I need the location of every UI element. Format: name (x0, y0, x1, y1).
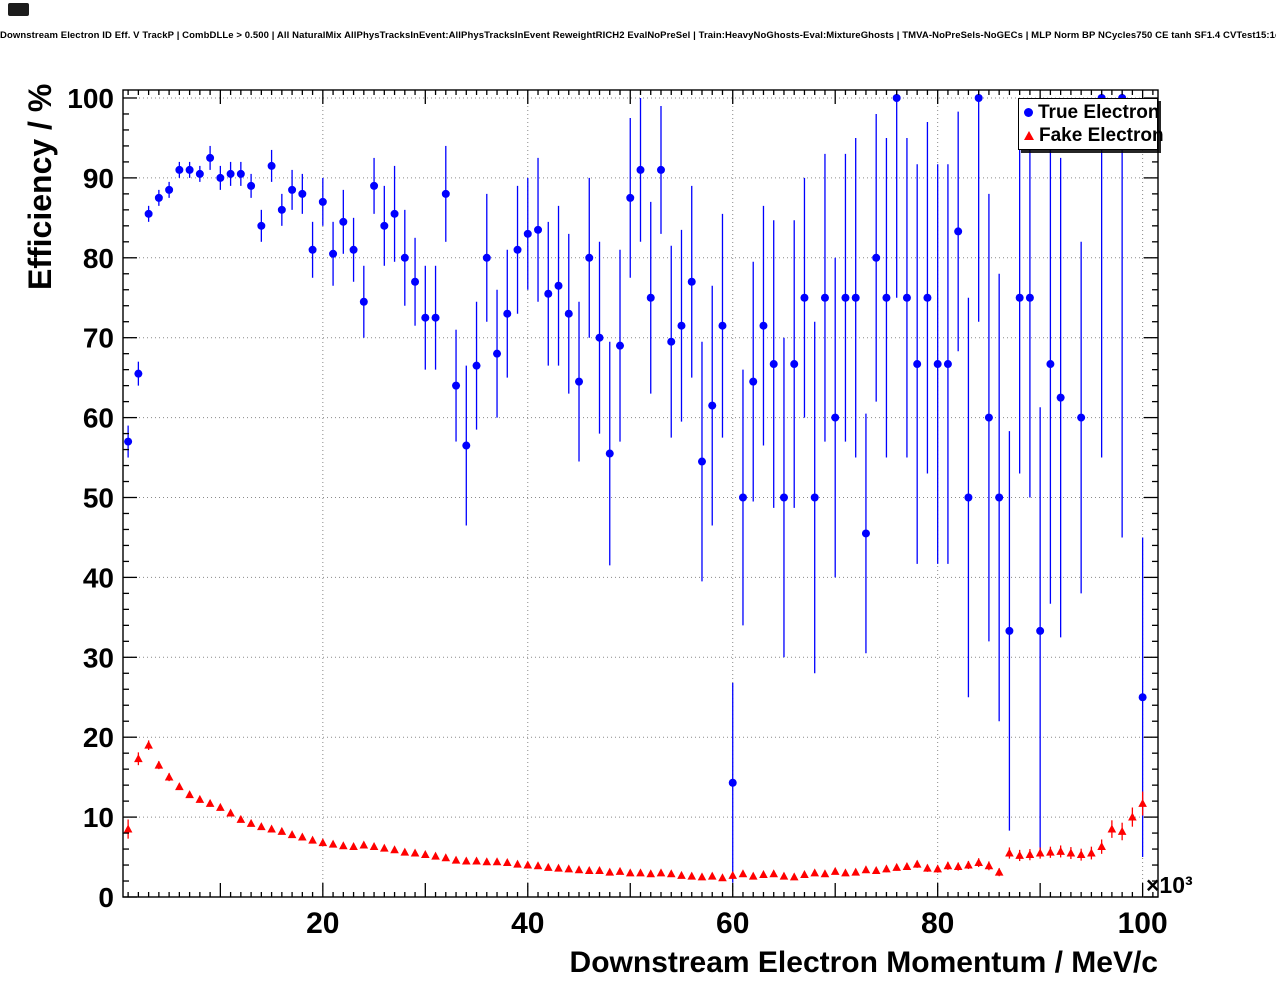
svg-text:30: 30 (83, 642, 114, 673)
svg-text:70: 70 (83, 323, 114, 354)
svg-text:40: 40 (83, 562, 114, 593)
true-electron-series (124, 90, 1147, 883)
plot-title: Downstream Electron ID Eff. V TrackP | C… (0, 30, 1276, 41)
svg-text:90: 90 (83, 163, 114, 194)
fake-electron-series (123, 740, 1147, 882)
svg-text:50: 50 (83, 482, 114, 513)
y-axis-title: Efficiency / % (22, 83, 58, 290)
svg-text:80: 80 (921, 907, 954, 940)
axis-ticks (123, 90, 1158, 898)
svg-text:10: 10 (83, 802, 114, 833)
svg-text:20: 20 (306, 907, 339, 940)
svg-text:80: 80 (83, 243, 114, 274)
svg-text:100: 100 (67, 83, 114, 114)
fake-electron-triangle-icon (1024, 131, 1034, 140)
svg-text:20: 20 (83, 722, 114, 753)
gridlines (123, 90, 1158, 897)
svg-text:60: 60 (716, 907, 749, 940)
svg-text:40: 40 (511, 907, 544, 940)
svg-text:60: 60 (83, 403, 114, 434)
window-corner-artifact (8, 3, 29, 16)
svg-text:100: 100 (1118, 907, 1168, 940)
svg-text:0: 0 (98, 882, 114, 913)
legend-label-fake-electron: Fake Electron (1039, 124, 1164, 146)
legend: True Electron Fake Electron (1018, 98, 1164, 150)
x-axis-multiplier: ×10³ (1146, 872, 1193, 898)
legend-label-true-electron: True Electron (1038, 101, 1160, 123)
x-axis-title: Downstream Electron Momentum / MeV/c (569, 946, 1158, 979)
legend-entry-fake-electron: Fake Electron (1024, 124, 1164, 147)
legend-entry-true-electron: True Electron (1024, 101, 1160, 124)
true-electron-circle-icon (1024, 108, 1033, 117)
y-tick-labels: 0 10 20 30 40 50 60 70 80 90 100 (67, 83, 114, 913)
x-tick-labels: 20 40 60 80 100 (306, 907, 1168, 940)
